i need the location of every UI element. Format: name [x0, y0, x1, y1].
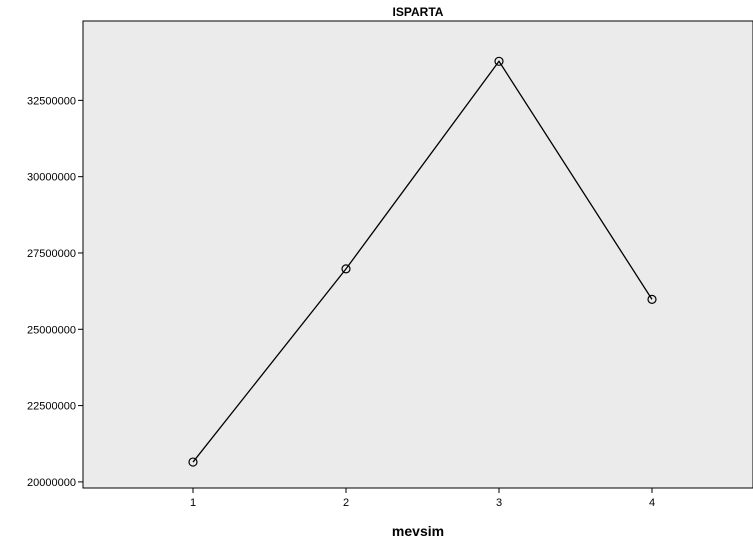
y-tick-label: 30000000 — [27, 172, 76, 184]
data-point-marker — [341, 264, 351, 274]
series-layer — [188, 56, 657, 467]
y-tick-label: 22500000 — [27, 401, 76, 413]
x-axis: 1 2 3 4 — [190, 488, 655, 509]
x-tick-label: 4 — [649, 497, 655, 509]
y-tick-label: 32500000 — [27, 95, 76, 107]
data-point-marker — [494, 56, 504, 66]
y-tick-label: 25000000 — [27, 324, 76, 336]
plot-area — [82, 20, 753, 489]
chart-title: ISPARTA — [393, 5, 444, 19]
x-tick-label: 1 — [190, 497, 196, 509]
x-tick-label: 3 — [496, 497, 502, 509]
y-tick-label: 27500000 — [27, 248, 76, 260]
data-point-marker — [188, 457, 198, 467]
series-line — [192, 60, 653, 463]
y-tick-label: 20000000 — [27, 477, 76, 489]
y-axis: 20000000 22500000 25000000 27500000 30000000… — [27, 95, 83, 489]
x-axis-title: mevsim — [392, 523, 444, 539]
data-point-marker — [647, 294, 657, 304]
x-tick-label: 2 — [343, 497, 349, 509]
